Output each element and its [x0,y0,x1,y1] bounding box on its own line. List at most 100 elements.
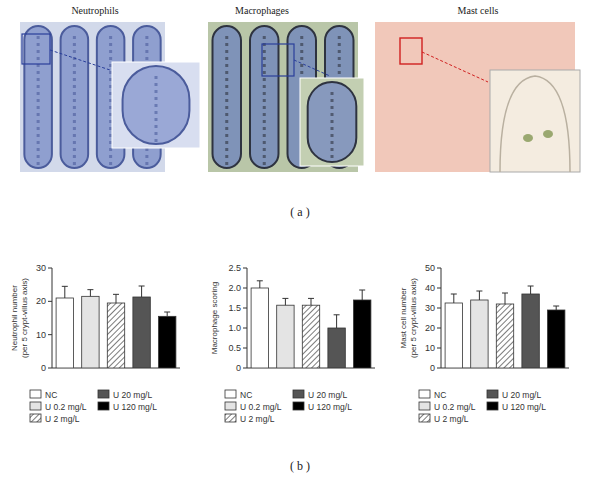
y-axis-label: Macrophage scoring [210,282,219,354]
villus-core [73,36,76,166]
image-title: Mast cells [458,5,499,16]
y-tick [243,348,247,349]
legend-swatch [225,390,236,398]
error-cap [334,314,340,315]
bar [328,328,345,368]
bar [251,288,268,368]
legend-label: U 120 mg/L [502,402,546,412]
y-tick [437,368,441,369]
legend-swatch [98,402,109,410]
bar [302,305,319,368]
y-tick [243,288,247,289]
error-cap [502,293,508,294]
legend-swatch [487,402,498,410]
legend-label: NC [45,390,57,400]
image-title: Neutrophils [71,5,118,16]
inset [490,70,580,172]
bar [277,305,294,368]
villus [213,26,242,168]
legend-swatch [487,390,498,398]
legend-label: U 20 mg/L [113,390,152,400]
error-cap [451,294,457,295]
error-cap [62,286,68,287]
y-tick-label: 10 [36,330,46,340]
y-tick-label: 30 [425,303,435,313]
y-tick-label: 1.0 [228,323,241,333]
y-tick [243,328,247,329]
legend-label: U 0.2 mg/L [45,402,87,412]
y-tick [243,308,247,309]
y-tick-label: 2.5 [228,263,241,273]
legend-swatch [98,390,109,398]
error-cap [308,298,314,299]
panel-label: ( b ) [290,459,310,473]
error-cap [113,294,119,295]
bar [133,297,150,368]
villus-core [37,36,40,166]
error-cap [359,290,365,291]
error-cap [139,286,145,287]
legend-label: U 0.2 mg/L [240,402,282,412]
error-bar [308,298,314,305]
image-title: Macrophages [235,5,289,16]
error-cap [87,289,93,290]
image-macrophages [208,22,364,172]
error-line [505,293,506,304]
inset [112,62,200,148]
legend-swatch [30,402,41,410]
zoom-box [22,34,50,64]
mast-cell [523,134,533,142]
legend-swatch [419,402,430,410]
legend-label: U 0.2 mg/L [434,402,476,412]
bar-chart: 01020304050Mast cell number(per 5 crypt-… [399,263,569,424]
zoom-arrow [50,50,110,70]
y-tick [437,328,441,329]
legend-label: U 20 mg/L [502,390,541,400]
error-line [453,294,454,303]
error-bar [282,298,288,305]
legend-label: NC [240,390,252,400]
y-axis-label: Mast cell number [399,287,408,348]
inset [300,78,364,166]
error-line [116,294,117,303]
error-line [530,286,531,294]
y-tick [437,288,441,289]
image-neutrophils [20,22,200,172]
y-axis [52,268,53,368]
error-cap [553,306,559,307]
error-bar [359,290,365,300]
bar [56,298,73,368]
villus [250,26,279,168]
y-tick [437,268,441,269]
y-tick [48,368,52,369]
y-tick-label: 1.5 [228,303,241,313]
villus [123,66,190,144]
villus [308,82,357,162]
error-cap [164,312,170,313]
bar [522,294,539,368]
y-tick-label: 0 [41,363,46,373]
plot-area [445,286,565,368]
error-bar [257,281,263,288]
error-bar [528,286,534,294]
error-bar [87,290,93,297]
error-bar [451,294,457,303]
bar [445,303,462,368]
legend-swatch [30,390,41,398]
legend-label: U 2 mg/L [45,414,80,424]
error-line [90,290,91,297]
error-bar [139,286,145,297]
y-tick-label: 20 [425,323,435,333]
error-line [259,281,260,288]
villus-core [331,92,334,160]
error-line [64,286,65,298]
error-bar [113,294,119,303]
y-tick-label: 10 [425,343,435,353]
villus-outline [500,76,570,172]
error-line [336,315,337,328]
bar-chart: 00.51.01.52.02.5Macrophage scoringNCU 0.… [210,263,375,424]
error-line [285,298,286,305]
error-cap [476,291,482,292]
error-line [167,312,168,316]
villus [61,26,89,168]
